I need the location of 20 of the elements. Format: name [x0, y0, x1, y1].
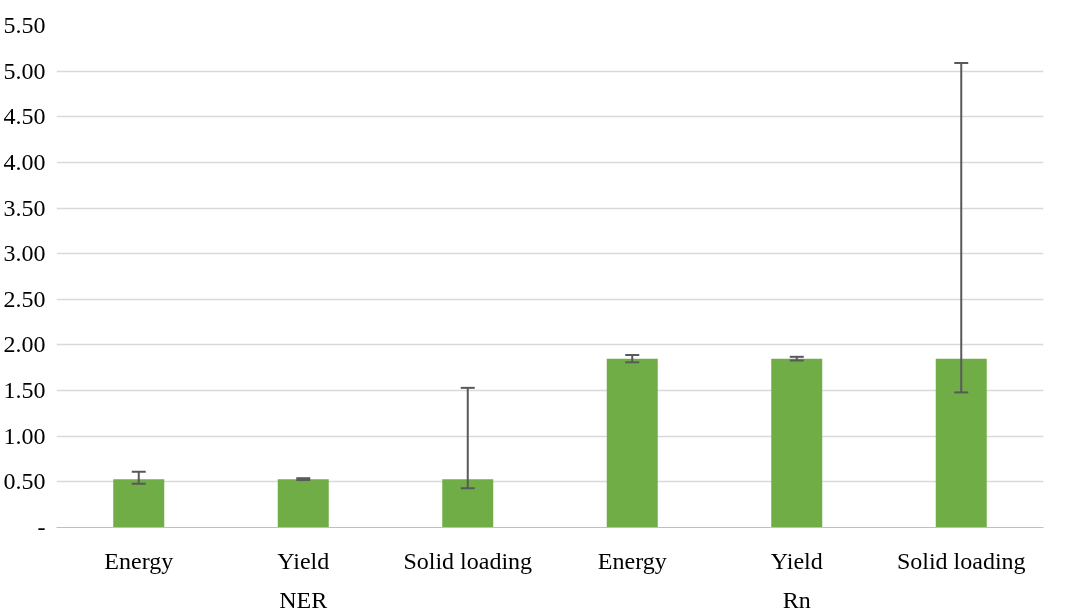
y-tick-label: 1.50 [3, 377, 46, 404]
x-tick-label: Energy [104, 547, 174, 574]
y-tick-label: 3.00 [3, 240, 46, 267]
y-tick-label: 2.50 [3, 285, 46, 312]
y-tick-label: - [37, 514, 46, 540]
y-tick-label: 5.00 [3, 57, 46, 84]
x-tick-label: Yield [770, 547, 823, 574]
y-tick-label: 0.50 [3, 468, 46, 495]
y-tick-label: 2.00 [3, 331, 46, 358]
y-tick-label: 3.50 [3, 194, 46, 221]
text: NER [279, 586, 328, 613]
x-tick-label: Solid loading [896, 547, 1026, 574]
y-tick-label: 4.50 [3, 103, 46, 130]
x-tick-label: Yield [277, 547, 330, 574]
text: Rn [782, 586, 811, 613]
y-tick-label: 4.00 [3, 148, 46, 175]
y-tick-label: 1.00 [3, 422, 46, 449]
x-tick-label: Energy [597, 547, 667, 574]
y-tick-label: 5.50 [3, 12, 46, 38]
x-tick-label: Solid loading [403, 547, 533, 574]
